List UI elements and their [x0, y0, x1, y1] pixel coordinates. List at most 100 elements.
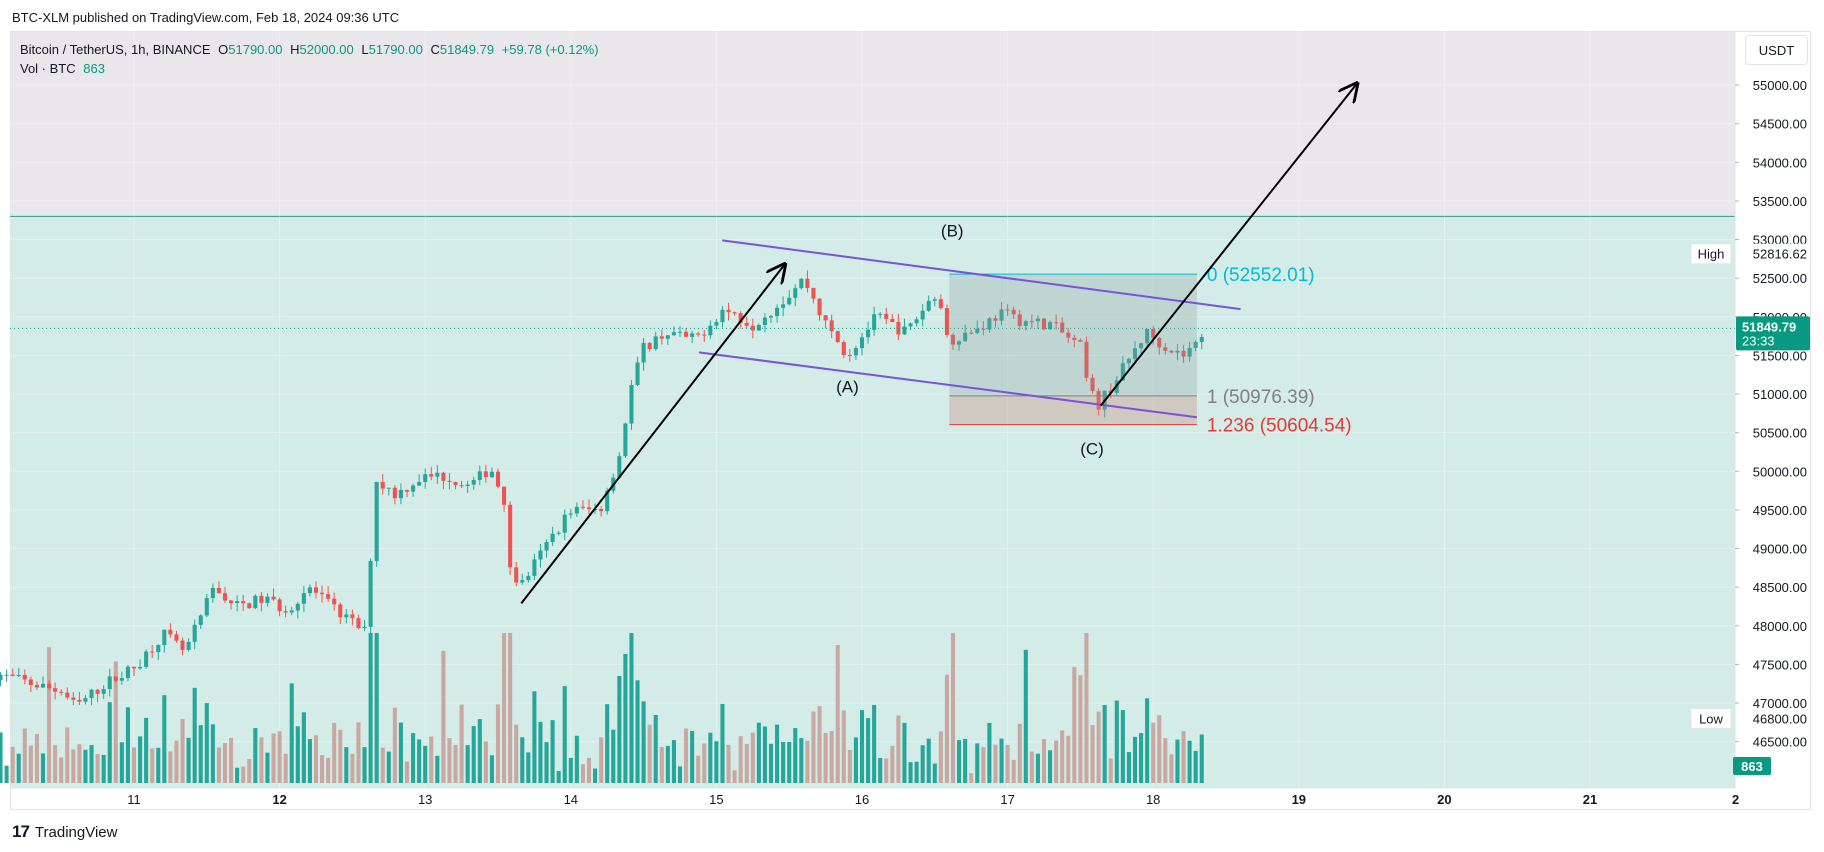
candle-body [113, 676, 118, 681]
candle-body [47, 683, 52, 689]
volume-bar [453, 745, 458, 783]
price-axis-label: 50500.00 [1753, 426, 1807, 441]
legend-volume-value: 863 [83, 61, 105, 76]
candle-body [1187, 347, 1192, 357]
price-axis-label: 53500.00 [1753, 194, 1807, 209]
candle-body [562, 514, 567, 533]
volume-bar [550, 720, 555, 783]
volume-bar [1163, 738, 1168, 783]
volume-bar [841, 710, 846, 783]
volume-bar [932, 763, 937, 783]
candle-body [726, 309, 731, 313]
candle-body [993, 318, 998, 321]
candle-body [138, 666, 143, 669]
volume-bar [835, 645, 840, 783]
volume-bar [1157, 715, 1162, 783]
volume-bar [107, 702, 112, 783]
footer-brand[interactable]: 17 TradingView [12, 822, 117, 842]
time-axis-label: 12 [272, 792, 286, 807]
candle-body [174, 634, 179, 641]
candle-body [162, 629, 167, 646]
candle-body [150, 651, 155, 653]
wave-label: (C) [1080, 439, 1104, 458]
currency-button[interactable]: USDT [1745, 35, 1808, 65]
candle-body [265, 596, 270, 603]
candle-body [847, 354, 852, 356]
legend-symbol: Bitcoin / TetherUS, 1h, BINANCE [20, 42, 211, 57]
volume-bar [508, 633, 513, 783]
candle-body [629, 384, 634, 424]
volume-bar [605, 704, 610, 783]
volume-bar [441, 650, 446, 783]
low-badge-bg [1737, 708, 1809, 729]
volume-bar [326, 757, 331, 783]
volume-bar [1048, 750, 1053, 783]
volume-bar [944, 674, 949, 783]
candle-body [198, 615, 203, 625]
volume-bar [738, 736, 743, 783]
volume-bar [750, 732, 755, 783]
volume-bar [1054, 740, 1059, 783]
candle-body [247, 603, 252, 609]
candle-body [963, 332, 968, 342]
volume-bar [332, 722, 337, 783]
volume-bar [186, 737, 191, 783]
chart-legend: Bitcoin / TetherUS, 1h, BINANCE O51790.0… [20, 40, 599, 78]
volume-bar [556, 771, 561, 783]
candle-body [1078, 340, 1083, 342]
volume-bar [526, 752, 531, 783]
upper-zone [11, 32, 1735, 217]
volume-bar [101, 754, 106, 783]
volume-bar [969, 773, 974, 783]
candle-body [799, 278, 804, 289]
volume-bar [653, 714, 658, 783]
volume-bar [380, 747, 385, 783]
wave-label: (B) [941, 221, 964, 240]
volume-bar [313, 735, 319, 783]
candle-body [16, 674, 21, 677]
candle-body [1005, 309, 1010, 311]
candle-body [107, 676, 112, 690]
volume-bar [950, 633, 956, 783]
volume-bar [10, 746, 15, 783]
volume-bar [150, 748, 155, 783]
volume-bar [320, 754, 325, 783]
volume-bar [477, 719, 482, 783]
volume-bar [568, 757, 573, 783]
price-axis-label: 54000.00 [1753, 155, 1807, 170]
candle-body [859, 337, 865, 349]
candle-body [53, 688, 58, 692]
volume-bar [53, 745, 58, 783]
volume-bar [1151, 722, 1156, 783]
candle-body [671, 332, 676, 336]
volume-bar [1041, 739, 1047, 783]
candle-body [702, 334, 707, 336]
volume-bar [22, 728, 27, 783]
volume-bar [1090, 725, 1095, 783]
volume-bar [975, 743, 980, 783]
candle-body [441, 472, 446, 481]
volume-bar [1132, 736, 1138, 783]
candle-body [526, 575, 531, 581]
volume-bar [908, 762, 913, 783]
volume-bar [805, 740, 810, 783]
candle-body [950, 334, 956, 345]
volume-bar [696, 755, 701, 783]
candle-body [714, 322, 719, 326]
candle-body [326, 594, 331, 599]
volume-bar [714, 741, 719, 783]
candle-body [71, 697, 76, 700]
volume-bar [89, 745, 94, 783]
legend-high-value: 52000.00 [299, 42, 354, 57]
volume-bar [987, 722, 992, 783]
candle-body [0, 674, 3, 680]
volume-bar [77, 744, 82, 783]
volume-bar [787, 741, 792, 783]
volume-bar [138, 736, 143, 783]
volume-bar [684, 728, 689, 783]
candle-body [1157, 338, 1162, 348]
candle-body [83, 698, 88, 702]
time-axis-label: 18 [1146, 792, 1160, 807]
candle-body [762, 317, 767, 325]
